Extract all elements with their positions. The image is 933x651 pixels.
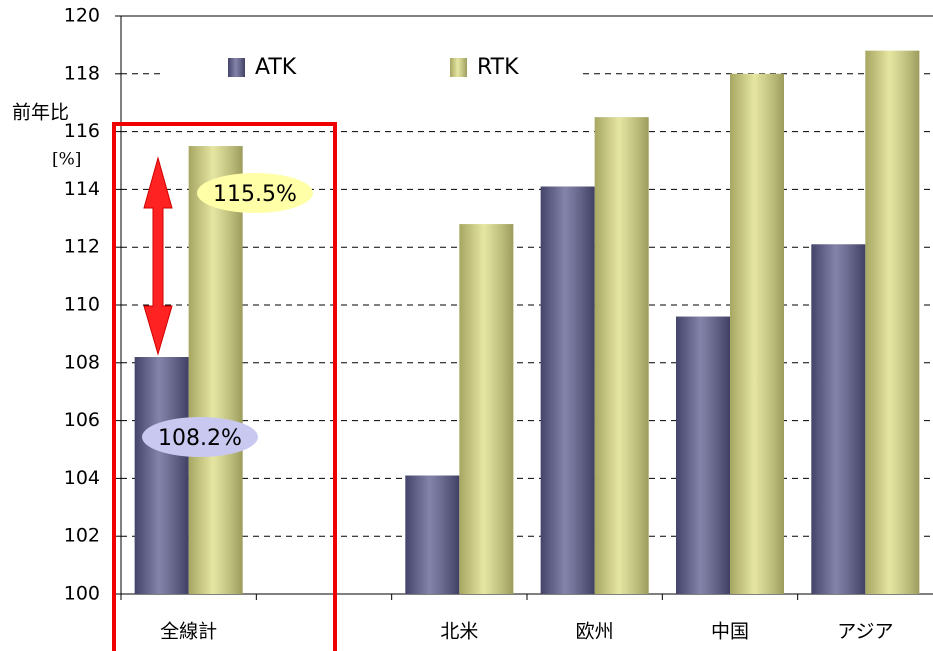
y-tick-label: 102 (64, 525, 100, 547)
y-tick-label: 112 (64, 236, 100, 258)
x-tick-label: 中国 (711, 621, 749, 643)
y-tick-label: 110 (64, 294, 100, 316)
highlight-box (112, 122, 337, 651)
x-tick-label: アジア (837, 621, 893, 643)
legend-label: ATK (255, 55, 297, 80)
y-axis-label: 前年比 (12, 102, 69, 124)
data-label: 115.5% (213, 182, 297, 207)
y-tick-label: 104 (64, 467, 100, 489)
y-tick-label: 100 (64, 583, 100, 605)
legend-label: RTK (477, 55, 519, 80)
bar-shading (865, 50, 920, 595)
y-tick-label: 120 (64, 5, 100, 27)
callout (142, 417, 258, 457)
y-tick-label: 116 (64, 120, 100, 142)
data-label: 108.2% (158, 426, 242, 451)
y-axis-unit: [%] (52, 150, 81, 170)
y-tick-label: 108 (64, 351, 100, 373)
bar-shading (730, 73, 784, 595)
bar-shading (676, 316, 730, 594)
y-tick-label: 114 (64, 178, 100, 200)
y-tick-label: 106 (64, 409, 100, 431)
bar-shading (405, 475, 460, 594)
bar-shading (459, 224, 514, 594)
x-tick-label: 北米 (440, 621, 478, 643)
legend-swatch-shading (450, 58, 467, 77)
bar-shading (594, 117, 649, 595)
bar-shading (188, 146, 243, 595)
double-arrow (143, 156, 173, 356)
legend-swatch-shading (228, 58, 245, 77)
bar-shading (134, 357, 189, 594)
bar-shading (540, 186, 595, 594)
bar-shading (811, 244, 866, 594)
x-tick-label: 全線計 (160, 621, 217, 643)
y-tick-label: 118 (64, 62, 100, 84)
callout (197, 173, 313, 213)
x-tick-label: 欧州 (576, 621, 614, 643)
